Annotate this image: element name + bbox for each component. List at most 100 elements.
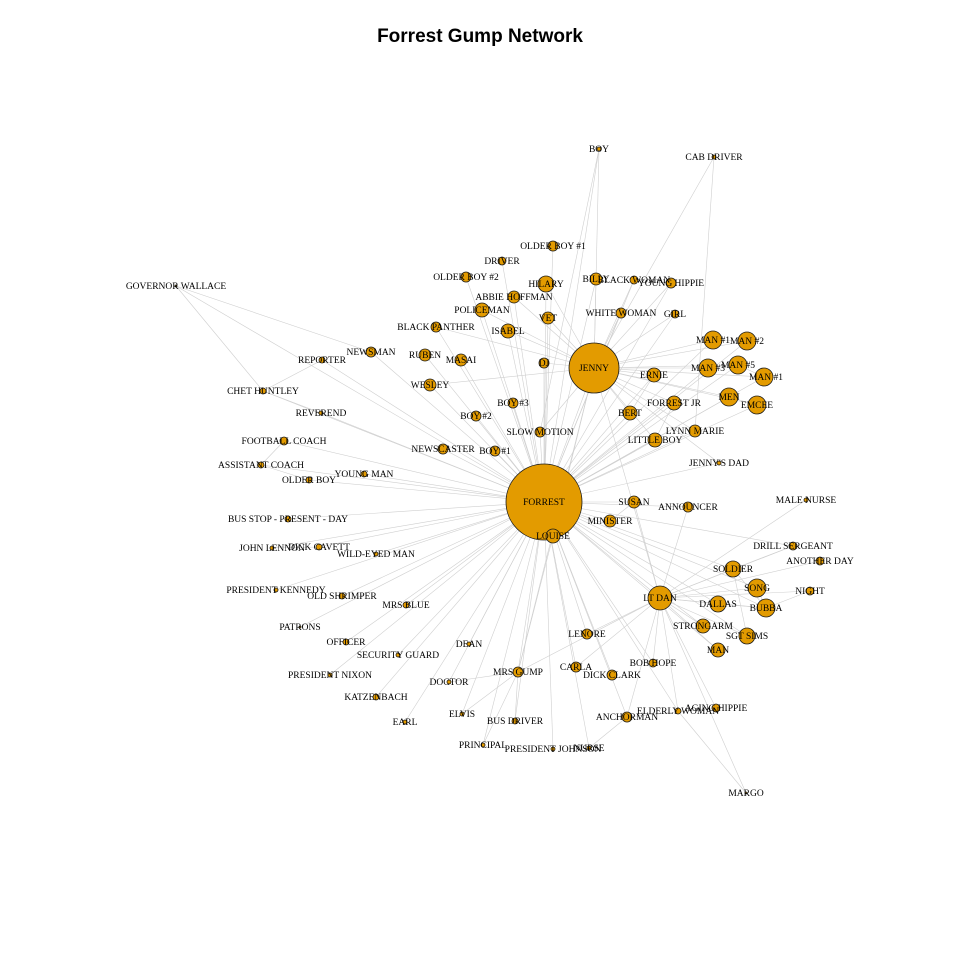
node-jenny	[568, 342, 620, 394]
label-football-coach: FOOTBALL COACH	[242, 437, 327, 447]
node-security-guard	[395, 652, 401, 658]
node-mrs-gump	[512, 666, 524, 678]
node-old-shrimper	[338, 592, 346, 600]
edge	[543, 404, 758, 503]
node-vet	[541, 311, 555, 325]
edge	[175, 285, 264, 392]
label-earl: EARL	[393, 718, 418, 728]
label-man-2: MAN #2	[730, 337, 764, 347]
node-boy-2	[470, 410, 482, 422]
node-earl	[402, 719, 408, 725]
label-white-woman: WHITE WOMAN	[586, 309, 657, 319]
label-bert: BERT	[618, 409, 642, 419]
node-another-day	[815, 556, 825, 566]
label-anchorman: ANCHORMAN	[596, 713, 658, 723]
node-forrest-jr	[666, 395, 682, 411]
node-doctor	[446, 679, 452, 685]
node-emcee	[747, 395, 767, 415]
node-men	[719, 387, 739, 407]
label-drill-sergeant: DRILL SERGEANT	[753, 542, 833, 552]
label-vet: VET	[539, 314, 558, 324]
node-jenny-s-dad	[716, 460, 722, 466]
label-strongarm: STRONGARM	[673, 622, 733, 632]
node-assistant-coach	[257, 461, 265, 469]
node-dean	[466, 641, 472, 647]
label-security-guard: SECURITY GUARD	[357, 651, 439, 661]
edge	[593, 367, 720, 464]
node-nurse	[586, 745, 592, 751]
edge	[287, 501, 545, 520]
label-little-boy: LITTLE BOY	[628, 436, 683, 446]
label-policeman: POLICEMAN	[454, 306, 510, 316]
edge	[586, 597, 661, 635]
node-president-nixon	[327, 672, 333, 678]
edge	[448, 671, 519, 683]
label-susan: SUSAN	[618, 498, 649, 508]
edge	[694, 156, 715, 432]
label-lt-dan: LT DAN	[643, 594, 677, 604]
node-ruben	[418, 348, 432, 362]
label-forrest-jr: FORREST JR	[647, 399, 702, 409]
label-old-shrimper: OLD SHRIMPER	[307, 592, 377, 602]
edge	[659, 597, 747, 794]
edge	[271, 501, 545, 549]
edge	[593, 156, 715, 369]
label-layer: FORREST JENNY LT DAN BOY CAB DRIVER OLDER BOY…	[126, 145, 854, 799]
node-president-kennedy	[273, 587, 279, 593]
node-man-3	[698, 358, 718, 378]
label-older-boy-2: OLDER BOY #2	[433, 273, 499, 283]
label-jenny-s-dad: JENNY'S DAD	[689, 459, 749, 469]
edge	[175, 285, 372, 353]
node-announcer	[682, 501, 694, 513]
edge	[514, 671, 519, 722]
node-man-5	[728, 355, 748, 375]
node-newscaster	[437, 443, 449, 455]
node-bert	[622, 405, 638, 421]
edge	[659, 499, 807, 599]
edge	[543, 501, 554, 750]
edge	[593, 340, 748, 369]
edge	[593, 367, 661, 599]
label-boy: BOY	[589, 145, 609, 155]
label-elvis: ELVIS	[449, 710, 475, 720]
node-drill-sergeant	[788, 541, 798, 551]
edge	[543, 501, 679, 712]
label-reporter: REPORTER	[298, 356, 347, 366]
edge	[262, 390, 322, 414]
edge	[299, 501, 545, 628]
label-dj: DJ	[539, 359, 550, 369]
node-bus-driver	[511, 717, 519, 725]
label-older-boy-1: OLDER BOY #1	[520, 242, 586, 252]
node-strongarm	[695, 618, 711, 634]
label-boy-3: BOY #3	[497, 399, 529, 409]
node-little-boy	[647, 432, 663, 448]
node-layer	[174, 146, 825, 795]
label-ernie: ERNIE	[640, 371, 668, 381]
edge	[539, 148, 600, 433]
edge	[275, 501, 545, 591]
node-policeman	[474, 302, 490, 318]
label-newsman: NEWSMAN	[346, 348, 395, 358]
edge	[659, 597, 748, 637]
label-bus-driver: BUS DRIVER	[487, 717, 544, 727]
label-dean: DEAN	[456, 640, 483, 650]
node-older-boy	[305, 476, 313, 484]
node-boy-1	[489, 445, 501, 457]
label-louise: LOUISE	[536, 532, 570, 542]
label-mrs-blue: MRS BLUE	[382, 601, 429, 611]
edge	[320, 412, 545, 503]
node-hilary	[537, 275, 555, 293]
edge	[659, 597, 719, 651]
node-bob-hope	[648, 658, 658, 668]
label-announcer: ANNOUNCER	[658, 503, 718, 513]
edge	[308, 479, 545, 503]
label-older-boy: OLDER BOY	[282, 476, 336, 486]
node-chet-huntley	[259, 387, 267, 395]
node-young-man	[360, 470, 368, 478]
label-lenore: LENORE	[568, 630, 606, 640]
node-lt-dan	[647, 585, 673, 611]
label-young-man: YOUNG MAN	[335, 470, 394, 480]
node-billy	[589, 272, 603, 286]
label-billy: BILLY	[582, 275, 609, 285]
